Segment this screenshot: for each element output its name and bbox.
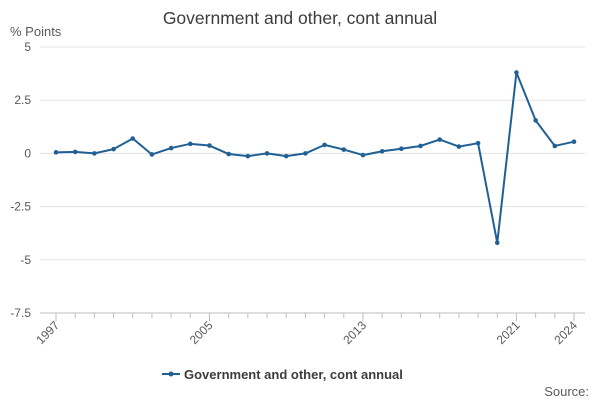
legend: Government and other, cont annual xyxy=(162,367,403,382)
series-line-path xyxy=(55,71,575,244)
y-tick-label: -2.5 xyxy=(10,200,31,214)
series-line xyxy=(53,70,577,246)
data-point xyxy=(264,151,270,156)
y-tick-label: -7.5 xyxy=(10,306,31,320)
data-point xyxy=(399,146,404,152)
data-point xyxy=(207,143,212,148)
y-axis-ticks: 5 2.5 0 -2.5 -5 -7.5 xyxy=(10,40,31,320)
y-tick-label: 2.5 xyxy=(14,93,31,107)
data-point xyxy=(552,143,558,149)
data-point xyxy=(149,152,155,157)
data-point xyxy=(456,144,462,149)
data-point xyxy=(494,240,500,246)
data-point xyxy=(245,153,251,159)
data-point xyxy=(514,70,519,75)
data-point xyxy=(322,142,327,148)
grid-lines xyxy=(40,46,585,261)
data-point xyxy=(341,147,347,152)
data-point xyxy=(226,151,231,157)
legend-label: Government and other, cont annual xyxy=(184,367,403,382)
source-label: Source: xyxy=(544,384,589,399)
data-point xyxy=(303,151,308,156)
data-point xyxy=(379,148,385,154)
data-point xyxy=(571,139,577,144)
data-point xyxy=(130,136,136,141)
data-point xyxy=(111,146,116,152)
data-point xyxy=(187,141,193,147)
chart-title: Government and other, cont annual xyxy=(163,8,437,28)
data-point xyxy=(92,151,97,156)
data-point xyxy=(437,137,443,142)
y-tick-label: 5 xyxy=(24,40,31,54)
x-tick-label: 2024 xyxy=(551,318,580,347)
y-axis-label: % Points xyxy=(10,24,62,39)
x-tick-label: 2021 xyxy=(494,318,523,347)
x-tick-label: 2005 xyxy=(187,318,216,347)
data-point xyxy=(418,143,423,149)
data-point xyxy=(53,150,59,155)
data-point xyxy=(360,152,366,158)
data-point xyxy=(533,118,538,123)
x-tick-label: 1997 xyxy=(33,318,62,347)
legend-swatch-marker xyxy=(168,371,174,377)
x-tick-label: 2013 xyxy=(340,318,369,347)
data-point xyxy=(475,140,481,146)
y-tick-label: -5 xyxy=(20,253,31,267)
data-point xyxy=(283,153,289,159)
y-tick-label: 0 xyxy=(24,146,31,160)
data-point xyxy=(168,145,174,151)
x-axis: 1997 2005 2013 2021 2024 xyxy=(33,312,585,347)
data-point xyxy=(72,149,78,155)
